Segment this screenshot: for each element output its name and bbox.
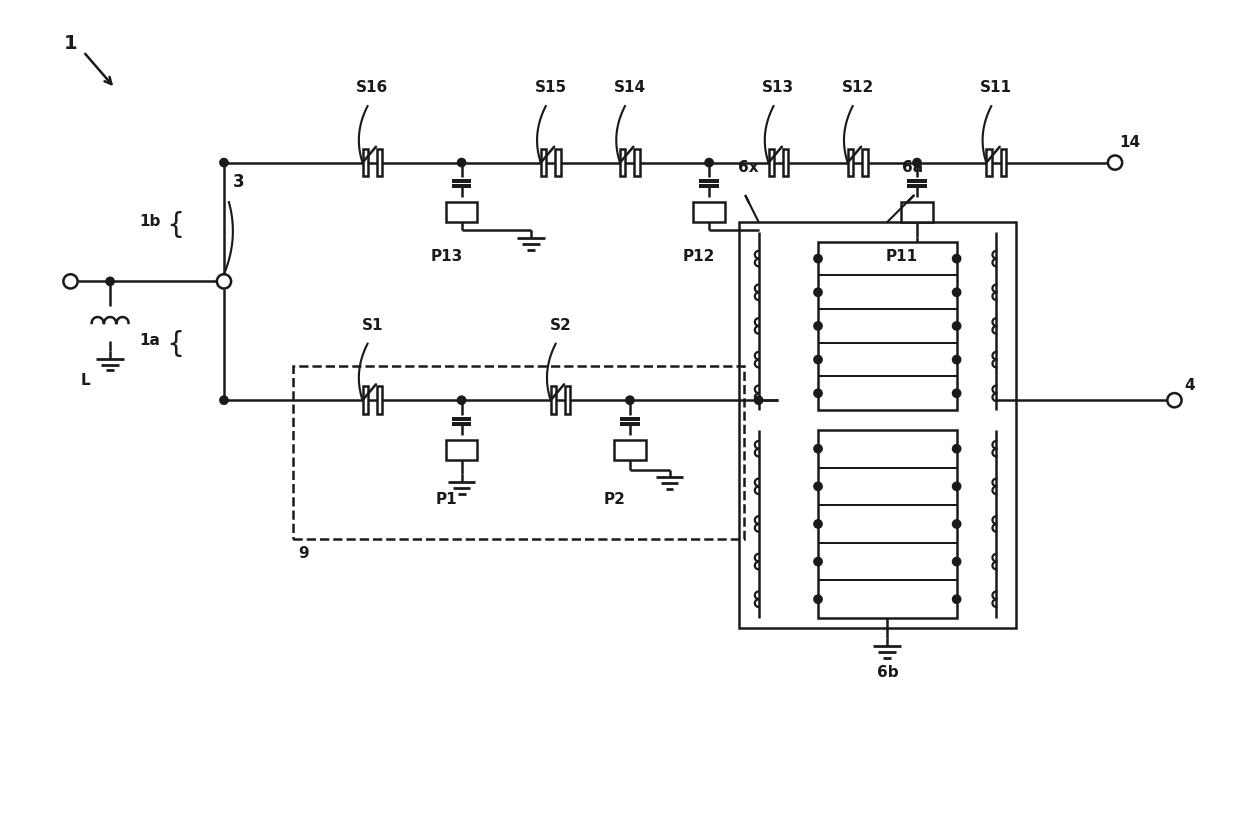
Text: P12: P12 bbox=[683, 249, 715, 264]
Circle shape bbox=[1167, 393, 1182, 407]
Bar bbox=[620, 149, 625, 176]
Circle shape bbox=[63, 275, 78, 288]
Circle shape bbox=[458, 396, 466, 404]
Circle shape bbox=[952, 288, 961, 297]
Text: 4: 4 bbox=[1184, 378, 1194, 393]
Text: P2: P2 bbox=[604, 491, 626, 507]
Circle shape bbox=[217, 275, 231, 288]
Bar bbox=[782, 149, 789, 176]
Bar bbox=[445, 202, 477, 222]
Circle shape bbox=[952, 355, 961, 364]
Bar bbox=[362, 386, 368, 414]
Bar bbox=[739, 222, 1016, 628]
Bar bbox=[377, 149, 382, 176]
Circle shape bbox=[813, 482, 822, 491]
Circle shape bbox=[813, 444, 822, 453]
Bar bbox=[986, 149, 992, 176]
Circle shape bbox=[813, 595, 822, 603]
Bar bbox=[635, 149, 640, 176]
Bar bbox=[693, 202, 725, 222]
Circle shape bbox=[952, 595, 961, 603]
Text: 1: 1 bbox=[63, 34, 77, 53]
Circle shape bbox=[813, 558, 822, 565]
Circle shape bbox=[626, 396, 634, 404]
Circle shape bbox=[913, 159, 921, 166]
Text: 6x: 6x bbox=[738, 160, 759, 175]
Text: S2: S2 bbox=[549, 318, 572, 333]
Circle shape bbox=[952, 520, 961, 528]
Bar bbox=[556, 149, 560, 176]
Text: S12: S12 bbox=[842, 81, 874, 95]
Text: S14: S14 bbox=[614, 81, 646, 95]
Bar bbox=[848, 149, 853, 176]
Text: }: } bbox=[161, 327, 179, 354]
Bar bbox=[362, 149, 368, 176]
Circle shape bbox=[952, 322, 961, 330]
Circle shape bbox=[952, 389, 961, 397]
Circle shape bbox=[105, 277, 114, 286]
Text: 9: 9 bbox=[298, 546, 309, 561]
Circle shape bbox=[754, 396, 763, 404]
Text: S15: S15 bbox=[534, 81, 567, 95]
Bar bbox=[862, 149, 868, 176]
Circle shape bbox=[458, 159, 466, 166]
Circle shape bbox=[813, 355, 822, 364]
Bar bbox=[818, 242, 956, 410]
Circle shape bbox=[813, 322, 822, 330]
Text: 3: 3 bbox=[233, 173, 244, 192]
Bar bbox=[818, 430, 956, 618]
Bar bbox=[551, 386, 556, 414]
Bar bbox=[1001, 149, 1006, 176]
Circle shape bbox=[952, 558, 961, 565]
Bar bbox=[377, 386, 382, 414]
Text: S1: S1 bbox=[362, 318, 383, 333]
Circle shape bbox=[219, 159, 228, 166]
Bar bbox=[445, 440, 477, 459]
Bar bbox=[565, 386, 570, 414]
Text: P1: P1 bbox=[436, 491, 458, 507]
Text: P13: P13 bbox=[430, 249, 463, 264]
Bar bbox=[541, 149, 547, 176]
Circle shape bbox=[1107, 155, 1122, 170]
Text: 1a: 1a bbox=[139, 333, 160, 349]
Circle shape bbox=[813, 520, 822, 528]
Circle shape bbox=[706, 159, 713, 166]
Text: 6a: 6a bbox=[901, 160, 923, 175]
Text: 14: 14 bbox=[1120, 135, 1141, 150]
Text: P11: P11 bbox=[887, 249, 919, 264]
Circle shape bbox=[813, 255, 822, 263]
Circle shape bbox=[813, 389, 822, 397]
Circle shape bbox=[952, 482, 961, 491]
Text: S11: S11 bbox=[981, 81, 1012, 95]
Text: 1b: 1b bbox=[139, 214, 160, 229]
Circle shape bbox=[219, 396, 228, 404]
Text: L: L bbox=[81, 373, 91, 388]
Bar bbox=[614, 440, 646, 459]
Bar bbox=[901, 202, 932, 222]
Circle shape bbox=[952, 255, 961, 263]
Bar bbox=[294, 365, 744, 538]
Circle shape bbox=[813, 288, 822, 297]
Bar bbox=[769, 149, 774, 176]
Circle shape bbox=[952, 444, 961, 453]
Text: }: } bbox=[161, 208, 179, 236]
Text: S13: S13 bbox=[763, 81, 795, 95]
Text: 6b: 6b bbox=[877, 665, 898, 680]
Text: S16: S16 bbox=[356, 81, 388, 95]
